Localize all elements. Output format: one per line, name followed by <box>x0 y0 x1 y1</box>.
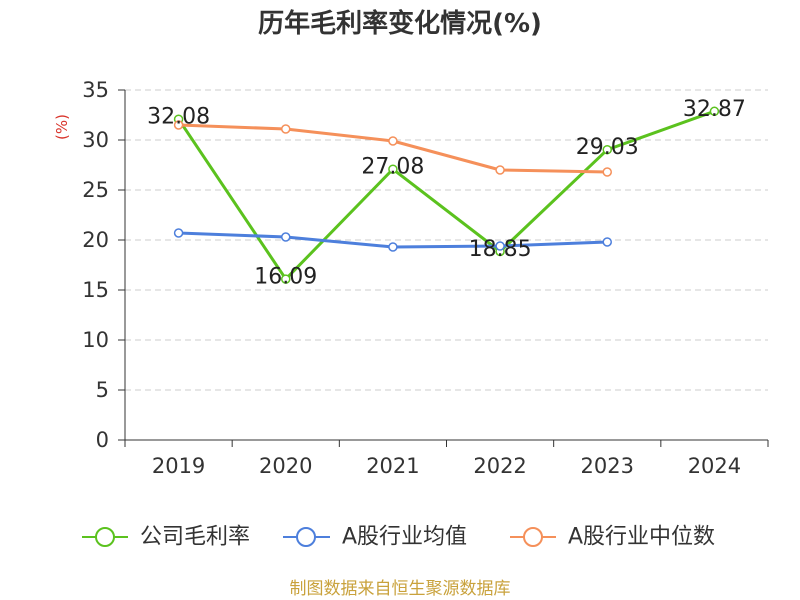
y-tick-label: 15 <box>82 278 109 302</box>
y-tick-label: 0 <box>96 428 109 452</box>
legend-marker <box>296 527 316 547</box>
x-tick-label: 2023 <box>581 454 634 478</box>
chart-title: 历年毛利率变化情况(%) <box>258 8 542 39</box>
data-label: 18.85 <box>469 237 532 262</box>
y-tick-label: 35 <box>82 78 109 102</box>
x-tick-label: 2019 <box>152 454 205 478</box>
axes: 0 5 10 15 20 25 30 35 2019 2020 2021 2022 2023 2024 <box>82 78 769 478</box>
y-tick-label: 20 <box>82 228 109 252</box>
data-labels: 32.08 16.09 27.08 18.85 29.03 32.87 <box>147 97 746 290</box>
y-tick-label: 30 <box>82 128 109 152</box>
data-point <box>602 167 612 177</box>
data-source-footer: 制图数据来自恒生聚源数据库 <box>290 579 511 599</box>
data-point <box>173 120 184 130</box>
data-point <box>388 136 398 146</box>
y-axis-label: (%) <box>53 114 71 140</box>
y-tick-label: 5 <box>96 378 109 402</box>
data-point <box>602 144 612 155</box>
series-line-0 <box>177 109 716 281</box>
data-point <box>388 242 398 252</box>
legend-item-industry-median[interactable]: A股行业中位数 <box>510 525 715 550</box>
legend-marker <box>95 527 115 547</box>
series-points <box>173 106 720 284</box>
data-label: 27.08 <box>361 155 424 180</box>
legend: 公司毛利率 A股行业均值 A股行业中位数 <box>82 525 715 550</box>
data-label: 32.08 <box>147 105 210 130</box>
data-label: 32.87 <box>683 97 746 122</box>
legend-label: 公司毛利率 <box>140 525 250 550</box>
legend-label: A股行业均值 <box>342 525 467 550</box>
y-tick-label: 10 <box>82 328 109 352</box>
data-label: 29.03 <box>576 135 639 160</box>
plot-area: 0 5 10 15 20 25 30 35 2019 2020 2021 2022 2023 2024 32… <box>82 78 769 478</box>
x-tick-label: 2020 <box>259 454 312 478</box>
x-tick-label: 2021 <box>366 454 419 478</box>
data-point <box>281 124 291 134</box>
legend-item-industry-mean[interactable]: A股行业均值 <box>283 525 467 550</box>
data-point <box>709 106 720 117</box>
data-point <box>388 164 398 174</box>
gridlines <box>125 89 768 391</box>
data-point <box>495 165 505 175</box>
legend-item-company-gross-margin[interactable]: 公司毛利率 <box>82 525 250 550</box>
data-point <box>495 241 505 251</box>
legend-label: A股行业中位数 <box>568 525 715 550</box>
data-label: 16.09 <box>254 265 317 290</box>
data-point <box>173 228 184 238</box>
y-tick-label: 25 <box>82 178 109 202</box>
x-tick-label: 2022 <box>473 454 526 478</box>
data-point <box>281 274 291 284</box>
data-point <box>602 237 612 247</box>
x-tick-label: 2024 <box>688 454 741 478</box>
data-point <box>281 232 291 242</box>
legend-marker <box>523 527 543 547</box>
